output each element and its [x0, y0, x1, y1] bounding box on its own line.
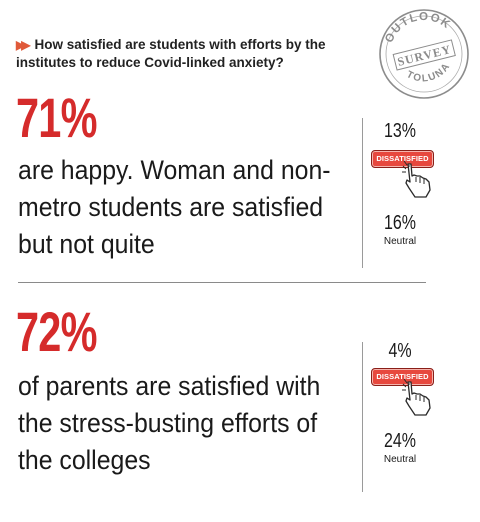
pointing-hand-icon [402, 378, 431, 416]
double-chevron-icon: ▶▶ [16, 38, 31, 52]
parents-dissatisfied-label: DISSATISFIED [376, 372, 429, 381]
students-separator [362, 118, 363, 268]
students-description: are happy. Woman and non-metro students … [18, 155, 331, 259]
parents-neutral-pct: 24% [383, 430, 417, 452]
parents-headline-pct: 72% [16, 300, 97, 363]
parents-dissatisfied-pct: 4% [388, 340, 412, 362]
parents-description: of parents are satisfied with the stress… [18, 371, 321, 475]
parents-dissatisfied-badge: DISSATISFIED [371, 368, 434, 386]
question-text: ▶▶ How satisfied are students with effort… [16, 36, 346, 71]
parents-separator [362, 342, 363, 492]
students-dissatisfied-pct: 13% [383, 120, 417, 142]
students-dissatisfied-badge: DISSATISFIED [371, 150, 434, 168]
survey-stamp-icon: OUTLOOK SURVEY TOLUNA [379, 6, 469, 99]
students-headline-pct: 71% [16, 86, 97, 149]
parents-neutral-label: Neutral [383, 454, 417, 465]
students-dissatisfied-label: DISSATISFIED [376, 154, 429, 163]
pointing-hand-icon [402, 160, 431, 198]
students-neutral-label: Neutral [383, 236, 417, 247]
students-neutral-pct: 16% [383, 212, 417, 234]
section-divider [18, 282, 426, 283]
question-label: How satisfied are students with efforts … [16, 37, 326, 70]
